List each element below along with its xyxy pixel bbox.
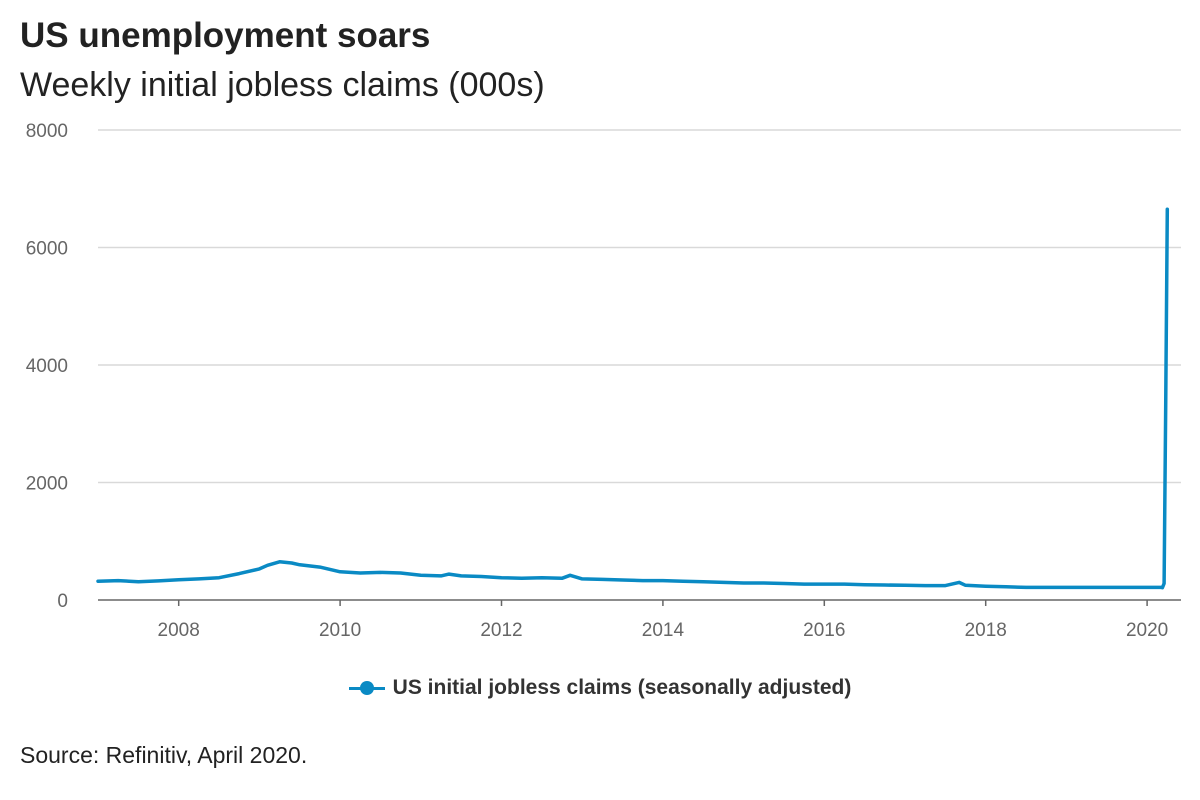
y-tick-label: 4000 [26, 356, 68, 377]
legend-swatch-icon [348, 681, 385, 695]
y-tick-label: 0 [57, 591, 68, 612]
x-tick-label: 2008 [158, 620, 200, 641]
legend-label: US initial jobless claims (seasonally ad… [392, 676, 852, 699]
series-line-0 [96, 207, 1170, 590]
x-tick-label: 2016 [803, 620, 845, 641]
chart-subtitle: Weekly initial jobless claims (000s) [20, 66, 545, 104]
y-tick-label: 8000 [26, 121, 68, 142]
x-tick-label: 2012 [480, 620, 522, 641]
x-tick-label: 2014 [642, 620, 685, 641]
x-tick-label: 2018 [965, 620, 1007, 641]
x-tick-label: 2010 [319, 620, 361, 641]
y-tick-label: 6000 [26, 239, 68, 260]
chart-title: US unemployment soars [20, 16, 431, 55]
source-note: Source: Refinitiv, April 2020. [20, 742, 308, 768]
chart-legend: US initial jobless claims (seasonally ad… [0, 676, 1200, 700]
x-tick-label: 2020 [1126, 620, 1168, 641]
y-tick-label: 2000 [26, 474, 68, 495]
